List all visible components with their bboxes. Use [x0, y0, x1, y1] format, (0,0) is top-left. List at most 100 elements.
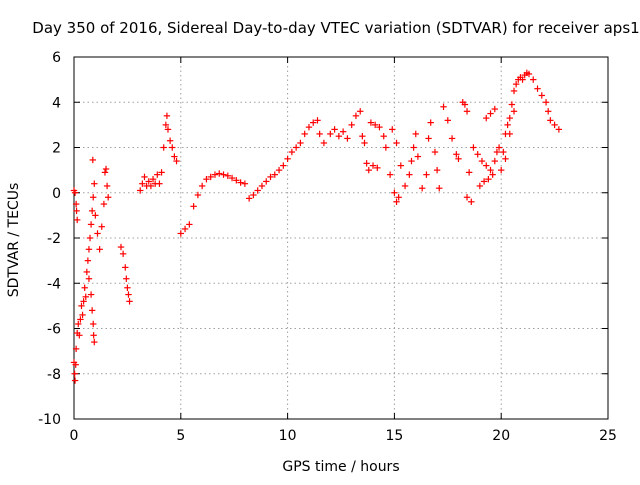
data-point-22: [86, 234, 94, 242]
x-tick-label-4: 20: [492, 428, 510, 444]
data-point-132: [408, 157, 415, 165]
data-point-97: [297, 139, 304, 147]
data-point-128: [393, 139, 400, 147]
data-point-161: [495, 144, 503, 151]
data-point-149: [461, 101, 469, 108]
data-point-155: [474, 151, 481, 158]
data-point-38: [100, 200, 108, 208]
data-point-113: [361, 139, 368, 147]
data-point-86: [250, 191, 257, 199]
data-point-168: [491, 105, 498, 113]
data-point-134: [412, 130, 419, 138]
data-point-162: [476, 182, 484, 190]
data-point-154: [470, 144, 477, 151]
data-point-82: [233, 177, 240, 184]
data-point-114: [363, 160, 370, 167]
x-tick-label-5: 25: [599, 428, 617, 444]
data-point-77: [211, 171, 219, 178]
data-point-69: [177, 230, 184, 237]
y-axis-label: SDTVAR / TECUs: [6, 183, 22, 298]
data-point-30: [91, 338, 98, 346]
data-point-90: [267, 173, 274, 181]
data-point-89: [263, 178, 270, 185]
data-point-74: [198, 182, 206, 190]
data-point-27: [89, 156, 96, 164]
data-point-2: [72, 200, 80, 208]
x-axis-label: GPS time / hours: [282, 459, 399, 475]
data-point-14: [78, 302, 85, 310]
data-point-56: [149, 175, 157, 183]
data-point-190: [555, 126, 563, 133]
data-point-192: [506, 130, 513, 138]
data-point-173: [506, 114, 513, 122]
data-point-48: [125, 291, 132, 298]
data-point-174: [508, 101, 516, 108]
data-point-182: [525, 70, 533, 78]
data-point-59: [156, 180, 163, 187]
data-point-117: [374, 164, 381, 172]
y-tick-label-0: -10: [38, 412, 61, 428]
data-point-189: [551, 121, 558, 129]
data-point-142: [436, 185, 443, 192]
data-point-116: [369, 162, 377, 169]
data-point-169: [498, 166, 505, 174]
data-point-52: [141, 173, 148, 181]
data-point-31: [88, 307, 96, 314]
y-tick-label-6: 2: [52, 141, 61, 157]
data-point-63: [163, 112, 171, 120]
y-tick-label-2: -6: [47, 322, 61, 338]
x-tick-label-1: 5: [176, 428, 185, 444]
data-point-20: [84, 257, 92, 264]
chart-title: Day 350 of 2016, Sidereal Day-to-day VTE…: [32, 19, 639, 37]
data-point-85: [245, 195, 253, 202]
data-point-81: [228, 174, 236, 182]
data-point-102: [316, 130, 323, 138]
data-point-121: [380, 132, 387, 140]
data-point-44: [119, 250, 127, 258]
data-point-9: [72, 345, 80, 353]
data-point-21: [85, 246, 93, 253]
data-point-34: [92, 212, 99, 219]
x-tick-label-0: 0: [70, 428, 79, 444]
data-point-179: [519, 76, 526, 83]
data-point-75: [203, 175, 210, 183]
axis-ticks: 0 5 10 15 20 25 -10 -8 -6 -4 -2 0 2 4 6: [38, 50, 617, 444]
data-point-80: [224, 172, 231, 179]
data-point-40: [102, 165, 110, 173]
data-point-167: [487, 110, 494, 117]
data-point-84: [241, 180, 249, 187]
data-point-166: [483, 114, 490, 122]
data-point-111: [357, 108, 364, 115]
data-point-96: [292, 144, 300, 151]
data-point-28: [90, 320, 97, 328]
data-point-140: [431, 148, 439, 156]
data-point-115: [365, 166, 372, 174]
data-point-33: [85, 275, 93, 282]
data-point-103: [320, 139, 328, 147]
data-point-153: [468, 198, 475, 205]
data-point-165: [489, 171, 496, 178]
data-point-55: [147, 182, 155, 190]
data-point-147: [455, 155, 462, 163]
data-point-95: [288, 148, 296, 156]
data-point-67: [171, 153, 178, 160]
data-point-118: [367, 119, 375, 126]
data-point-127: [389, 126, 396, 133]
data-point-3: [73, 207, 80, 215]
data-point-64: [164, 126, 172, 133]
data-point-159: [491, 157, 498, 165]
data-point-11: [75, 320, 82, 328]
data-point-119: [371, 121, 379, 129]
data-point-112: [359, 132, 366, 140]
data-point-175: [510, 87, 518, 95]
data-point-187: [544, 108, 552, 115]
x-tick-label-2: 10: [279, 428, 297, 444]
data-point-94: [284, 155, 291, 163]
data-points: [70, 69, 563, 384]
data-point-54: [145, 178, 152, 185]
data-point-71: [186, 221, 193, 228]
data-point-15: [79, 311, 86, 319]
data-point-78: [216, 170, 223, 177]
data-point-110: [352, 112, 360, 120]
data-point-123: [386, 171, 394, 178]
